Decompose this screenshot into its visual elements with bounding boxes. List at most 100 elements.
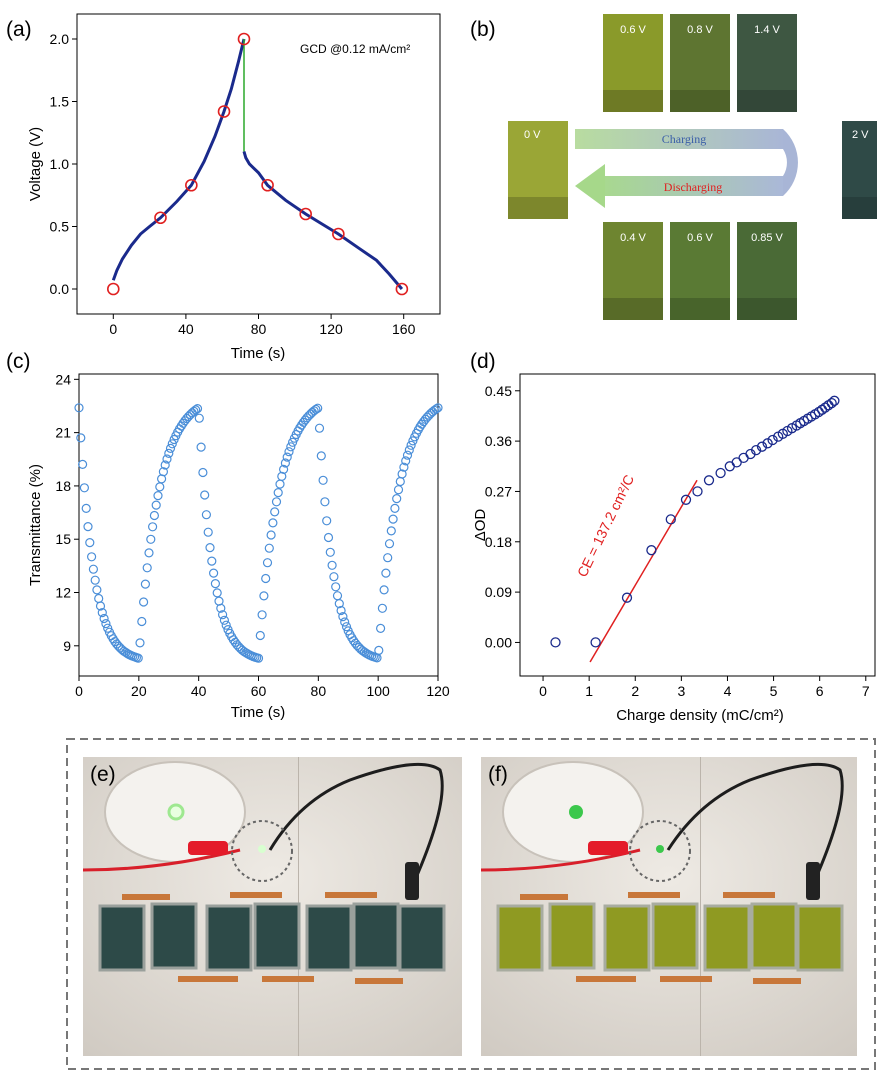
- data-point: [393, 485, 404, 495]
- x-tick-label: 0: [109, 321, 117, 337]
- x-tick-label: 20: [131, 683, 147, 699]
- data-point: [431, 404, 441, 414]
- data-point: [144, 548, 154, 558]
- data-point: [201, 510, 211, 520]
- y-tick-label: 0.09: [485, 584, 512, 600]
- panel-label-c: (c): [6, 350, 31, 373]
- vial-label: 2 V: [852, 129, 869, 141]
- data-point: [264, 543, 274, 553]
- data-point: [390, 503, 400, 513]
- data-point: [332, 591, 343, 601]
- data-point: [646, 545, 657, 556]
- data-point: [323, 532, 334, 543]
- annotation-d: CE = 137.2 cm²/C: [574, 472, 637, 579]
- x-tick-label: 120: [319, 321, 343, 337]
- annotation-a: GCD @0.12 mA/cm²: [300, 42, 410, 56]
- data-point: [151, 500, 161, 510]
- highlight-marker: [261, 178, 274, 192]
- data-point: [311, 404, 321, 414]
- data-point: [376, 623, 386, 634]
- data-point: [275, 479, 285, 489]
- data-point: [397, 469, 407, 479]
- highlight-circle: [231, 820, 293, 882]
- data-point: [101, 618, 111, 629]
- x-tick-label: 40: [178, 321, 194, 337]
- data-point: [90, 575, 100, 585]
- curve-segment-3: [242, 151, 404, 290]
- linear-fit-line: [589, 479, 698, 663]
- data-point: [327, 560, 337, 570]
- led-lit-icon: [167, 803, 185, 821]
- x-tick-label: 1: [585, 683, 593, 699]
- data-point: [216, 603, 226, 613]
- data-point: [266, 530, 276, 540]
- highlight-marker: [237, 32, 251, 46]
- vial-label: 1.4 V: [754, 24, 780, 36]
- vial-label: 0.6 V: [687, 232, 713, 244]
- data-point: [374, 645, 384, 656]
- data-point: [703, 475, 715, 486]
- vial-top-2: 0.8 V: [670, 14, 730, 112]
- curve-segment-1: [111, 38, 246, 281]
- y-tick-label: 0.5: [50, 219, 70, 235]
- data-point: [139, 597, 149, 607]
- vial-top-1: 0.6 V: [603, 14, 663, 112]
- data-point: [338, 611, 348, 622]
- y-tick-label: 12: [55, 585, 71, 601]
- data-point: [135, 638, 145, 648]
- vial-label: 0.6 V: [620, 24, 646, 36]
- x-tick-label: 80: [251, 321, 267, 337]
- data-point: [81, 503, 91, 513]
- data-point: [164, 448, 174, 458]
- data-point: [262, 558, 273, 568]
- x-tick-label: 6: [816, 683, 824, 699]
- highlight-circle: [629, 820, 691, 882]
- data-point: [331, 582, 341, 592]
- data-point: [322, 516, 332, 526]
- data-point: [270, 507, 280, 517]
- data-point: [167, 439, 177, 449]
- y-tick-label: 0.36: [485, 433, 512, 449]
- data-point: [329, 572, 339, 582]
- data-point: [340, 617, 350, 627]
- panel-label-d: (d): [470, 350, 496, 373]
- data-point: [404, 445, 414, 455]
- data-point: [401, 456, 411, 466]
- data-point: [829, 395, 840, 406]
- data-point: [316, 451, 326, 461]
- data-point: [209, 568, 219, 578]
- xlabel-d: Charge density (mC/cm²): [616, 707, 784, 724]
- data-point: [336, 605, 346, 616]
- vial-label: 0.8 V: [687, 24, 713, 36]
- data-point: [92, 585, 102, 595]
- xlabel-a: Time (s): [231, 345, 285, 362]
- data-point: [191, 405, 201, 415]
- data-point: [402, 450, 413, 460]
- data-point: [149, 510, 159, 521]
- device-1: [98, 904, 146, 972]
- data-point: [318, 475, 328, 485]
- red-clip-icon: [188, 841, 228, 855]
- x-tick-label: 2: [631, 683, 639, 699]
- y-tick-label: 21: [55, 425, 71, 441]
- data-point: [715, 467, 726, 479]
- data-point: [255, 630, 265, 641]
- data-point: [158, 467, 168, 477]
- photo-f: [480, 757, 857, 1056]
- data-point: [148, 522, 158, 532]
- charge-discharge-arrow: Charging Discharging: [575, 129, 798, 208]
- vial-left: 0 V: [508, 121, 568, 219]
- data-point: [74, 403, 84, 413]
- black-clip-icon: [405, 862, 419, 900]
- vial-bottom-2: 0.6 V: [670, 222, 730, 320]
- highlight-marker: [154, 211, 167, 225]
- device-4: [253, 902, 301, 970]
- vial-top-3: 1.4 V: [737, 14, 797, 112]
- device-3: [603, 904, 651, 972]
- panel-label-a: (a): [6, 18, 32, 41]
- highlight-marker: [395, 282, 409, 296]
- data-point: [200, 490, 210, 500]
- data-point: [334, 598, 344, 609]
- data-point: [192, 404, 203, 414]
